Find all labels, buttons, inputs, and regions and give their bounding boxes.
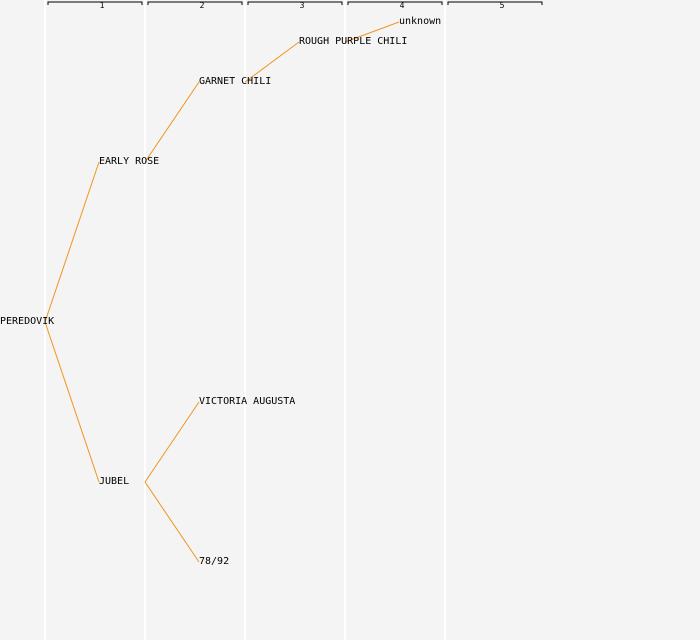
generation-bracket-3 <box>247 1 343 5</box>
node-parent-1[interactable]: EARLY ROSE <box>99 156 160 167</box>
edge-root-p1 <box>44 161 100 323</box>
generation-label-3: 3 <box>299 1 305 10</box>
edge-p1a1-p1a1a <box>344 21 400 43</box>
generation-label-5: 5 <box>499 1 505 10</box>
node-great-grandparent-1a1[interactable]: ROUGH PURPLE CHILI <box>299 36 408 47</box>
generation-grid <box>44 0 446 640</box>
generation-label-4: 4 <box>399 1 405 10</box>
edge-p2-p2b <box>144 481 200 563</box>
node-root[interactable]: PEREDOVIK <box>0 316 55 327</box>
generation-brackets <box>47 1 543 5</box>
node-grandparent-1a[interactable]: GARNET CHILI <box>199 76 272 87</box>
generation-label-1: 1 <box>99 1 105 10</box>
edge-p1-p1a <box>144 81 200 163</box>
node-ancestor-unknown[interactable]: unknown <box>399 16 442 27</box>
generation-bracket-5 <box>447 1 543 5</box>
generation-bracket-1 <box>47 1 143 5</box>
node-grandparent-2a[interactable]: VICTORIA AUGUSTA <box>199 396 296 407</box>
node-grandparent-2b[interactable]: 78/92 <box>199 556 230 567</box>
generation-bracket-4 <box>347 1 443 5</box>
generation-label-2: 2 <box>199 1 205 10</box>
node-parent-2[interactable]: JUBEL <box>99 476 130 487</box>
pedigree-edges <box>44 21 400 563</box>
edge-root-p2 <box>44 321 100 483</box>
generation-bracket-2 <box>147 1 243 5</box>
edge-p1a-p1a1 <box>244 41 300 83</box>
edge-p2-p2a <box>144 401 200 483</box>
